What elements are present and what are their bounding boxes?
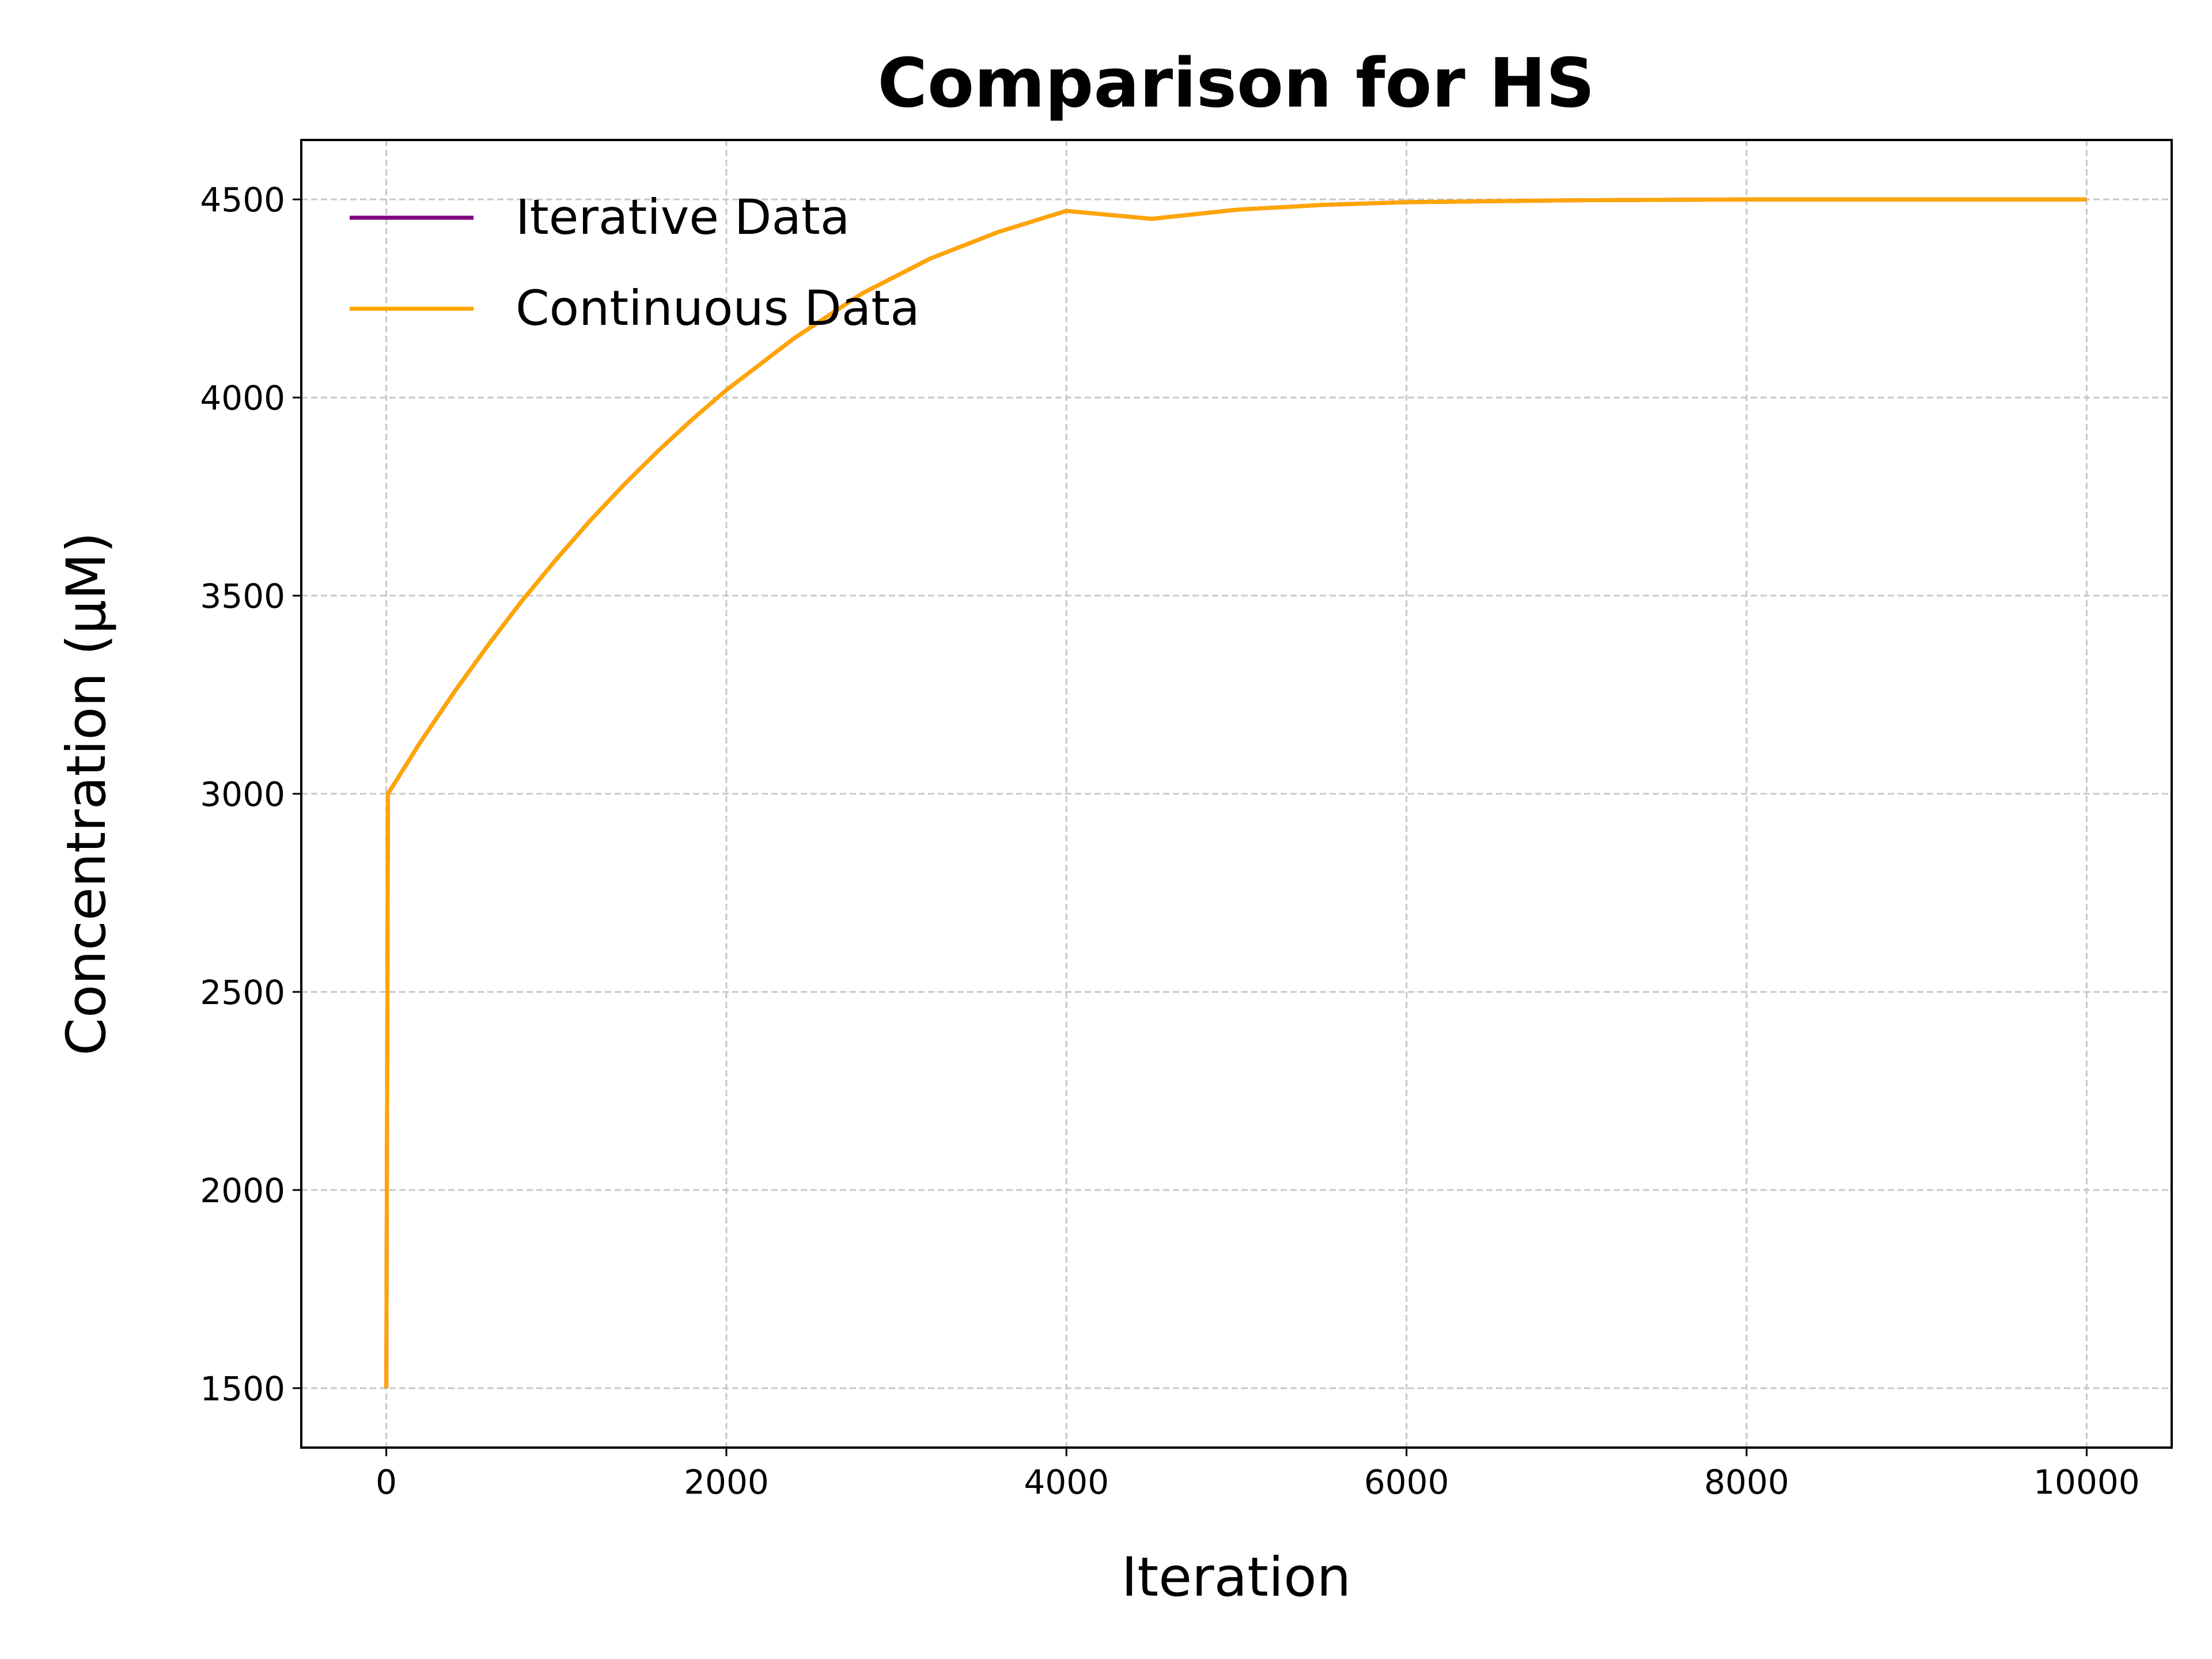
y-tick-label: 3500	[200, 577, 285, 616]
series-layer	[384, 197, 2087, 1388]
x-tick-label: 4000	[1024, 1463, 1109, 1502]
series-line-1	[384, 197, 2087, 1388]
x-tick-label: 2000	[684, 1463, 769, 1502]
legend-label: Iterative Data	[516, 189, 850, 245]
y-tick-label: 2500	[200, 973, 285, 1012]
y-tick-label: 4500	[200, 180, 285, 219]
y-tick-label: 4000	[200, 378, 285, 418]
chart-title: Comparison for HS	[877, 43, 1594, 123]
y-axis-label: Concentration (μM)	[55, 532, 118, 1055]
x-tick-label: 8000	[1704, 1463, 1789, 1502]
legend-label: Continuous Data	[516, 280, 920, 336]
x-tick-label: 6000	[1364, 1463, 1449, 1502]
y-tick-label: 2000	[200, 1171, 285, 1210]
ticks: 0 2000 4000 6000 8000 10000 1500 2000 2500 3000 35…	[200, 180, 2139, 1502]
x-tick-label: 0	[376, 1463, 397, 1502]
y-tick-label: 1500	[200, 1369, 285, 1408]
y-tick-label: 3000	[200, 775, 285, 814]
legend: Iterative Data Continuous Data	[350, 189, 920, 336]
x-tick-label: 10000	[2033, 1463, 2140, 1502]
x-axis-label: Iteration	[1122, 1546, 1351, 1609]
